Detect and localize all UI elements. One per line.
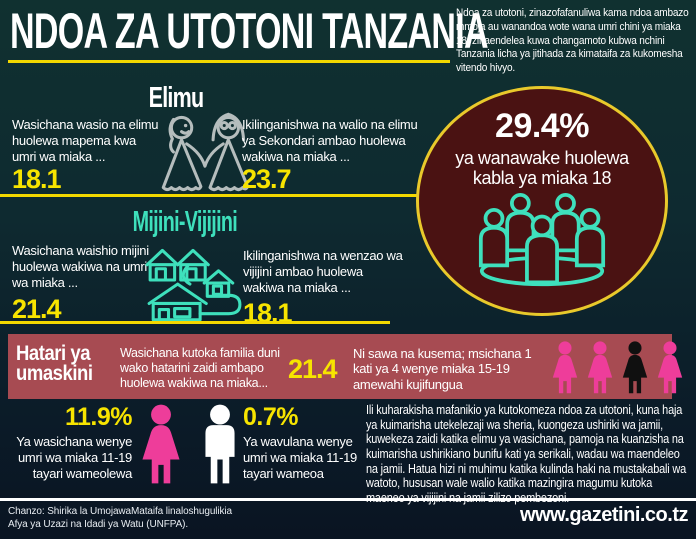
- poverty-heading: Hatari ya umaskini: [16, 342, 93, 385]
- poverty-text: Wasichana kutoka familia duni wako hatar…: [120, 346, 280, 390]
- website-link[interactable]: www.gazetini.co.tz: [519, 504, 689, 526]
- female-silhouette-icon: [622, 341, 648, 394]
- elimu-left-value: 18.1: [12, 164, 62, 194]
- mijini-heading-text: Mijini-Vijijini: [132, 206, 238, 238]
- source-note: Chanzo: Shirika la UmojawaMataifa linalo…: [8, 505, 348, 531]
- outro-paragraph: Ili kuharakisha mafanikio ya kutokomeza …: [366, 403, 687, 505]
- girls-stat-text: Ya wasichana wenye umri wa miaka 11-19 t…: [16, 434, 132, 481]
- title-underline: [8, 60, 450, 63]
- elimu-heading: Elimu: [101, 84, 251, 113]
- boys-stat: 0.7% Ya wavulana wenye umri wa miaka 11-…: [243, 403, 363, 482]
- mijini-right-text: Ikilinganishwa na wenzao wa vijijini amb…: [243, 248, 403, 295]
- elimu-right-value: 23.7: [242, 164, 292, 194]
- male-silhouette-icon: [200, 404, 240, 486]
- elimu-underline: [0, 194, 432, 197]
- female-silhouette-icon: [138, 404, 184, 486]
- poverty-band: Hatari ya umaskini Wasichana kutoka fami…: [8, 334, 683, 399]
- source-line2: Afya ya Uzazi na Idadi ya Watu (UNFPA).: [8, 519, 189, 530]
- boys-stat-text: Ya wavulana wenye umri wa miaka 11-19 ta…: [243, 434, 357, 481]
- page-title: NDOA ZA UTOTONI TANZANIA: [10, 6, 696, 56]
- female-silhouette-icon: [657, 341, 683, 394]
- female-silhouette-icon: [587, 341, 613, 394]
- source-line1: Chanzo: Shirika la UmojawaMataifa linalo…: [8, 506, 233, 517]
- mijini-left-text: Wasichana waishio mijini huolewa wakiwa …: [12, 243, 149, 290]
- circle-caption: ya wanawake huolewa kabla ya miaka 18: [455, 148, 629, 189]
- mijini-right-value: 18.1: [243, 298, 293, 328]
- elimu-heading-text: Elimu: [148, 82, 204, 114]
- footer-divider: [0, 498, 696, 501]
- elimu-left-text: Wasichana wasio na elimu huolewa mapema …: [12, 117, 159, 164]
- mijini-left-value: 21.4: [12, 294, 62, 324]
- poverty-heading-line2: umaskini: [16, 361, 93, 385]
- elimu-right-text: Ikilinganishwa na walio na elimu ya Seko…: [242, 117, 418, 164]
- page-title-text: NDOA ZA UTOTONI TANZANIA: [10, 3, 489, 59]
- poverty-right-text: Ni sawa na kusema; msichana 1 kati ya 4 …: [353, 346, 532, 392]
- brides-couple-icon: [148, 110, 270, 196]
- people-group-icon: [419, 192, 665, 288]
- circle-value: 29.4%: [495, 107, 589, 145]
- boys-stat-value: 0.7%: [243, 403, 298, 431]
- poverty-heading-line1: Hatari ya: [16, 342, 91, 365]
- poverty-value: 21.4: [288, 354, 338, 384]
- intro-paragraph: Ndoa za utotoni, zinazofafanuliwa kama n…: [456, 7, 689, 74]
- mijini-underline: [0, 321, 390, 324]
- girls-stat-value: 11.9%: [64, 403, 133, 431]
- village-houses-icon: [143, 238, 245, 322]
- poverty-figures: [550, 341, 685, 395]
- female-silhouette-icon: [552, 341, 578, 394]
- girls-stat: 11.9% Ya wasichana wenye umri wa miaka 1…: [10, 403, 132, 482]
- key-stat-circle: 29.4% ya wanawake huolewa kabla ya miaka…: [416, 86, 668, 316]
- mijini-heading: Mijini-Vijijini: [100, 208, 270, 237]
